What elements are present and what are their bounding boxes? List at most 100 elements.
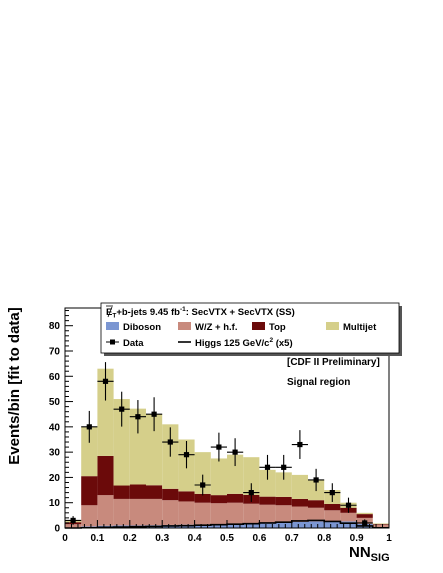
y-tick-label-6: 60 [49,372,61,383]
bar-w-z-h-f-16 [324,510,341,522]
bar-diboson-11 [243,523,260,528]
legend-label-data: Data [123,338,144,349]
x-axis-label-main: NN [349,544,371,561]
bar-diboson-15 [308,521,325,528]
legend-swatch-multijet [326,322,339,330]
bar-top-10 [227,493,244,503]
data-point-13 [281,464,287,470]
bar-top-15 [308,500,325,508]
legend-label-diboson: Diboson [123,322,161,333]
bar-top-1 [81,476,98,506]
data-point-17 [345,502,352,508]
bar-w-z-h-f-5 [146,498,163,526]
bar-diboson-14 [291,521,308,528]
legend-label-multijet: Multijet [343,322,377,333]
bar-w-z-h-f-2 [97,495,114,526]
data-point-2 [102,378,109,384]
bar-w-z-h-f-6 [162,500,179,525]
y-tick-label-0: 0 [54,524,60,535]
met-slash-mark [107,306,113,318]
bar-multijet-1 [81,426,98,477]
x-tick-label-1: 0.1 [90,533,104,544]
x-axis-label: NNSIG [349,544,390,564]
bar-multijet-12 [259,469,276,497]
data-point-1 [86,424,92,430]
bar-multijet-18 [356,512,373,515]
data-point-16 [329,489,335,496]
bar-top-9 [210,495,227,504]
legend-label-higgs: Higgs 125 GeV/c2 (x5) [195,337,293,349]
bar-top-7 [178,491,195,502]
bar-multijet-13 [275,472,292,497]
bar-diboson-10 [227,524,244,528]
bar-top-2 [97,455,114,496]
legend-label-wz-hf: W/Z + h.f. [195,322,237,333]
bar-top-16 [324,503,341,511]
bar-multijet-5 [146,414,163,486]
x-tick-label-3: 0.3 [155,533,169,544]
legend: ET+b-jets 9.45 fb-1: SecVTX + SecVTX (SS… [100,302,402,356]
y-tick-label-8: 80 [49,321,61,332]
bar-w-z-h-f-1 [81,505,98,527]
y-tick-label-4: 40 [49,422,61,433]
y-tick-label-7: 70 [49,346,61,357]
x-tick-label-6: 0.6 [252,533,266,544]
data-point-10 [232,449,238,455]
y-tick-label-2: 20 [49,473,61,484]
data-point-8 [200,482,206,488]
data-point-7 [183,452,190,458]
legend-box [100,302,400,354]
bar-w-z-h-f-13 [275,505,292,523]
data-point-14 [297,441,303,448]
bar-w-z-h-f-15 [308,507,325,522]
bar-top-19 [372,524,389,525]
signal-region-label: Signal region [287,377,350,388]
bar-w-z-h-f-12 [259,504,276,524]
axes: 0 0.1 0.2 0.3 0.4 0.5 0.6 0.7 0.8 0.9 101020304050… [49,310,392,544]
bar-diboson-8 [194,524,211,528]
data-point-11 [248,489,254,496]
bar-w-z-h-f-19 [372,524,389,527]
legend-data-marker [110,339,115,345]
data-point-12 [264,464,271,470]
bar-w-z-h-f-14 [291,506,308,522]
bar-w-z-h-f-9 [210,503,227,525]
bar-w-z-h-f-4 [129,498,146,526]
x-tick-label-7: 0.7 [285,533,299,544]
bar-top-13 [275,496,292,506]
legend-swatch-diboson [106,322,119,330]
bar-w-z-h-f-11 [243,503,260,524]
x-tick-label-9: 0.9 [350,533,364,544]
bar-multijet-19 [372,523,389,525]
x-tick-label-5: 0.5 [220,533,234,544]
x-tick-label-4: 0.4 [188,533,202,544]
bar-w-z-h-f-7 [178,501,195,525]
legend-swatch-wz-hf [178,322,191,330]
data-point-3 [119,406,125,412]
x-tick-label-8: 0.8 [317,533,331,544]
bar-multijet-14 [291,474,308,499]
bar-diboson-9 [210,524,227,528]
bar-diboson-17 [340,521,357,528]
y-tick-label-5: 50 [49,397,61,408]
legend-title: ET+b-jets 9.45 fb-1: SecVTX + SecVTX (SS… [106,306,295,320]
x-tick-label-2: 0.2 [123,533,137,544]
data-point-9 [216,444,222,450]
bar-diboson-16 [324,521,341,528]
bar-top-3 [113,485,130,499]
cdf-preliminary-label: [CDF II Preliminary] [287,357,380,368]
bar-multijet-11 [243,457,260,495]
bar-top-18 [356,514,373,518]
x-tick-label-10: 1 [386,533,392,544]
data-point-6 [167,439,173,445]
data-point-15 [313,477,319,483]
bar-top-6 [162,488,179,501]
bar-top-4 [129,484,146,499]
data-point-4 [135,414,141,420]
bar-multijet-10 [227,454,244,494]
legend-label-top: Top [269,322,286,333]
bar-w-z-h-f-17 [340,512,357,522]
data-point-18 [362,520,368,526]
bar-diboson-12 [259,523,276,528]
